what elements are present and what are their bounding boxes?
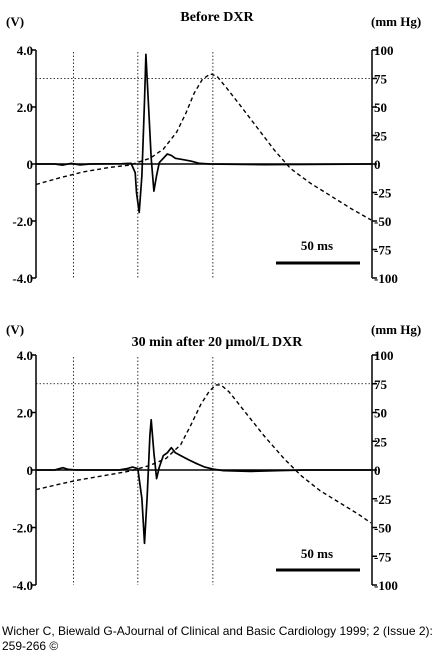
series-pressure-line [35, 384, 372, 524]
citation: Wicher C, Biewald G-AJournal of Clinical… [2, 624, 433, 653]
right-tick-label: 25 [374, 129, 388, 144]
right-tick-label: -50 [374, 214, 391, 229]
panel-after: 30 min after 20 µmol/L DXR (V) (mm Hg) 4.0 2… [6, 322, 421, 593]
time-scale-label: 50 ms [301, 546, 333, 561]
right-tick-label: 0 [374, 157, 381, 172]
series-voltage-line [36, 418, 371, 545]
right-tick-label: 100 [374, 43, 394, 58]
left-tick-label: 2.0 [17, 406, 33, 421]
left-tick-label: -2.0 [12, 521, 33, 536]
series-voltage-line [36, 53, 372, 214]
right-tick-label: -50 [374, 521, 391, 536]
right-tick-label: 50 [374, 406, 387, 421]
left-tick-label: -4.0 [12, 578, 33, 593]
right-tick-label: -25 [374, 492, 392, 507]
right-tick-label: 100 [374, 348, 394, 363]
left-axis-unit: (V) [6, 322, 24, 337]
left-tick-label: -4.0 [12, 271, 33, 286]
right-tick-label: 50 [374, 100, 387, 115]
right-tick-label: 75 [374, 377, 388, 392]
right-tick-label: -100 [374, 578, 398, 593]
panel-before: Before DXR (V) (mm Hg) 4.0 2.0 0 -2.0 -4.0 100 75… [6, 10, 421, 286]
right-tick-label: 75 [374, 72, 388, 87]
chart-title: Before DXR [180, 10, 254, 25]
right-tick-label: -25 [374, 186, 392, 201]
left-tick-label: 0 [27, 157, 34, 172]
right-tick-label: -100 [374, 271, 398, 286]
left-axis-unit: (V) [6, 14, 24, 29]
right-tick-label: 0 [374, 463, 381, 478]
left-tick-label: 4.0 [17, 43, 33, 58]
time-scale-label: 50 ms [301, 238, 333, 253]
right-axis-unit: (mm Hg) [371, 14, 421, 29]
right-tick-label: 25 [374, 434, 388, 449]
right-tick-label: -75 [374, 243, 392, 258]
chart-title: 30 min after 20 µmol/L DXR [132, 335, 304, 350]
left-tick-label: 2.0 [17, 100, 33, 115]
left-tick-label: 4.0 [17, 348, 33, 363]
series-pressure-line [35, 73, 372, 221]
left-tick-label: 0 [27, 463, 34, 478]
right-axis-unit: (mm Hg) [371, 322, 421, 337]
right-tick-label: -75 [374, 549, 392, 564]
left-tick-label: -2.0 [12, 214, 33, 229]
